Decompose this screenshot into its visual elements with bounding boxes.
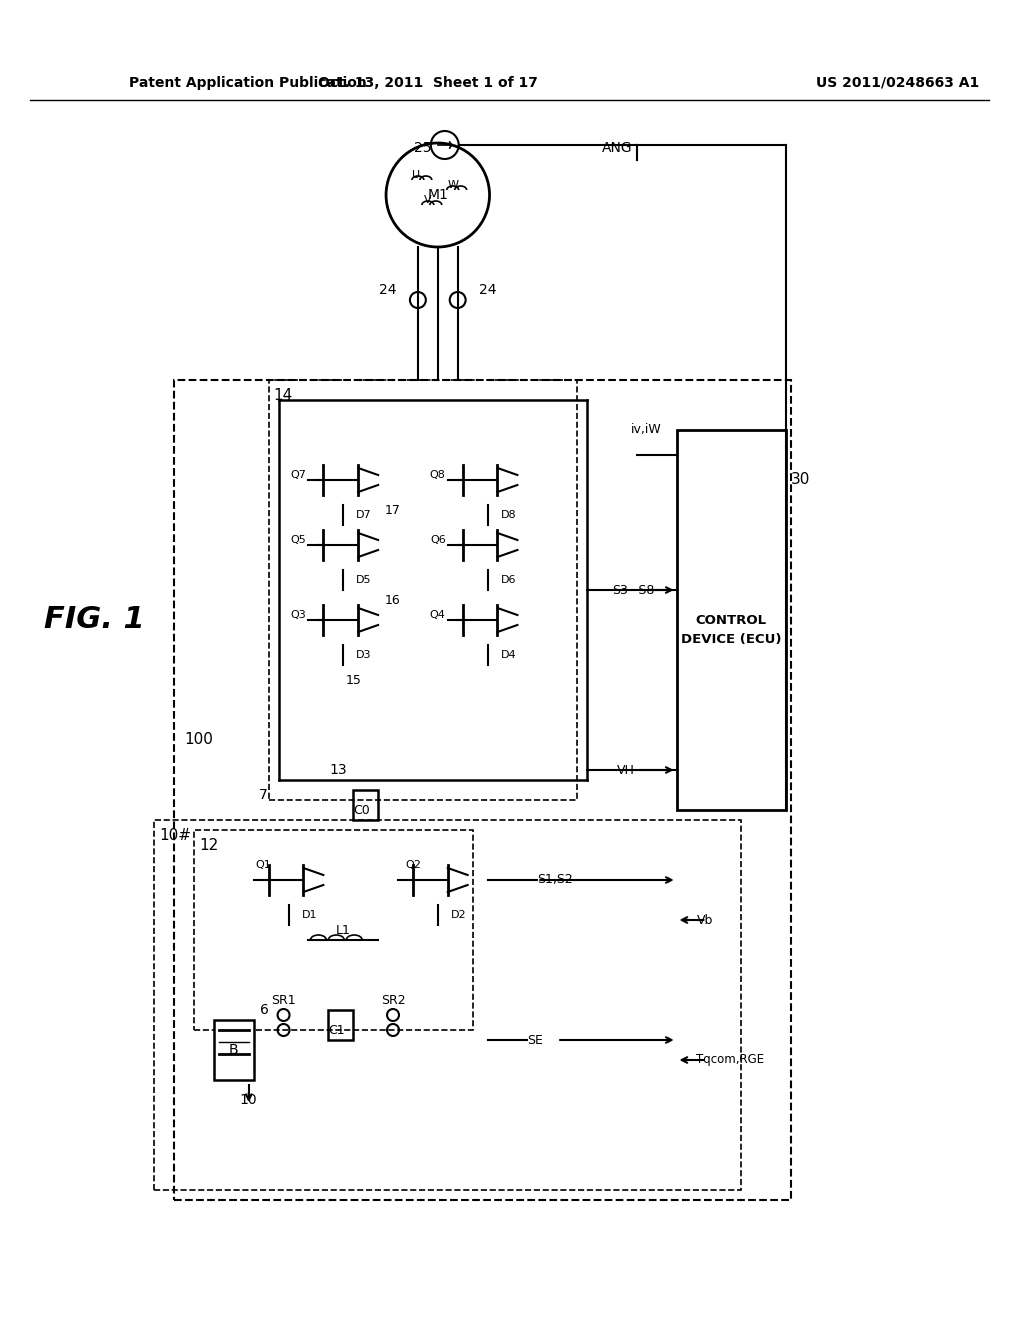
Text: Q8: Q8 xyxy=(430,470,445,480)
Text: 24: 24 xyxy=(379,282,396,297)
Text: D1: D1 xyxy=(301,909,317,920)
Text: iv,iW: iv,iW xyxy=(632,424,663,437)
Bar xyxy=(155,820,741,1191)
Bar xyxy=(329,1010,353,1040)
Text: Oct. 13, 2011  Sheet 1 of 17: Oct. 13, 2011 Sheet 1 of 17 xyxy=(317,77,538,90)
Text: V: V xyxy=(424,195,432,205)
Text: 6: 6 xyxy=(260,1003,268,1016)
Text: D6: D6 xyxy=(501,576,516,585)
Text: Q4: Q4 xyxy=(430,610,445,620)
Text: Patent Application Publication: Patent Application Publication xyxy=(129,77,367,90)
Text: W: W xyxy=(447,180,458,190)
Text: SR2: SR2 xyxy=(381,994,406,1006)
Text: 10: 10 xyxy=(240,1093,258,1107)
Text: L1: L1 xyxy=(336,924,350,936)
Text: D4: D4 xyxy=(501,649,516,660)
Text: US 2011/0248663 A1: US 2011/0248663 A1 xyxy=(816,77,979,90)
Text: B: B xyxy=(229,1043,239,1057)
Text: 17: 17 xyxy=(385,503,401,516)
Text: FIG. 1: FIG. 1 xyxy=(44,606,145,635)
Text: 10#: 10# xyxy=(159,828,191,842)
Text: Q6: Q6 xyxy=(430,535,445,545)
Text: VH: VH xyxy=(616,763,635,776)
Text: 14: 14 xyxy=(273,388,293,403)
Text: 30: 30 xyxy=(791,473,810,487)
Bar xyxy=(214,1020,254,1080)
Bar xyxy=(353,789,378,820)
Text: Q1: Q1 xyxy=(256,861,271,870)
Text: SE: SE xyxy=(527,1034,543,1047)
Text: SR1: SR1 xyxy=(271,994,296,1006)
Text: D7: D7 xyxy=(356,510,372,520)
Text: Q2: Q2 xyxy=(404,861,421,870)
Bar xyxy=(194,830,473,1030)
Text: D3: D3 xyxy=(356,649,372,660)
Text: Vb: Vb xyxy=(696,913,713,927)
Text: M1: M1 xyxy=(427,187,449,202)
Text: 13: 13 xyxy=(330,763,347,777)
Text: CONTROL: CONTROL xyxy=(695,614,767,627)
Text: D8: D8 xyxy=(501,510,516,520)
Text: C0: C0 xyxy=(353,804,370,817)
Text: 15: 15 xyxy=(345,673,361,686)
Text: Q3: Q3 xyxy=(291,610,306,620)
Text: Q5: Q5 xyxy=(291,535,306,545)
Text: 7: 7 xyxy=(259,788,268,803)
Text: 100: 100 xyxy=(184,733,213,747)
Text: 12: 12 xyxy=(199,837,218,853)
Text: Tqcom,RGE: Tqcom,RGE xyxy=(696,1053,765,1067)
Text: 24: 24 xyxy=(479,282,497,297)
Text: ANG: ANG xyxy=(601,141,632,154)
Text: U: U xyxy=(412,170,420,180)
Bar xyxy=(174,380,791,1200)
Bar xyxy=(268,380,578,800)
Text: 25: 25 xyxy=(414,141,431,154)
Text: Q7: Q7 xyxy=(291,470,306,480)
Bar xyxy=(677,430,786,810)
Text: D2: D2 xyxy=(451,909,466,920)
Text: C1: C1 xyxy=(329,1023,345,1036)
Text: DEVICE (ECU): DEVICE (ECU) xyxy=(681,634,781,647)
Text: S1,S2: S1,S2 xyxy=(538,874,573,887)
Text: S3~S8: S3~S8 xyxy=(612,583,654,597)
Text: D5: D5 xyxy=(356,576,372,585)
Text: 16: 16 xyxy=(385,594,400,606)
